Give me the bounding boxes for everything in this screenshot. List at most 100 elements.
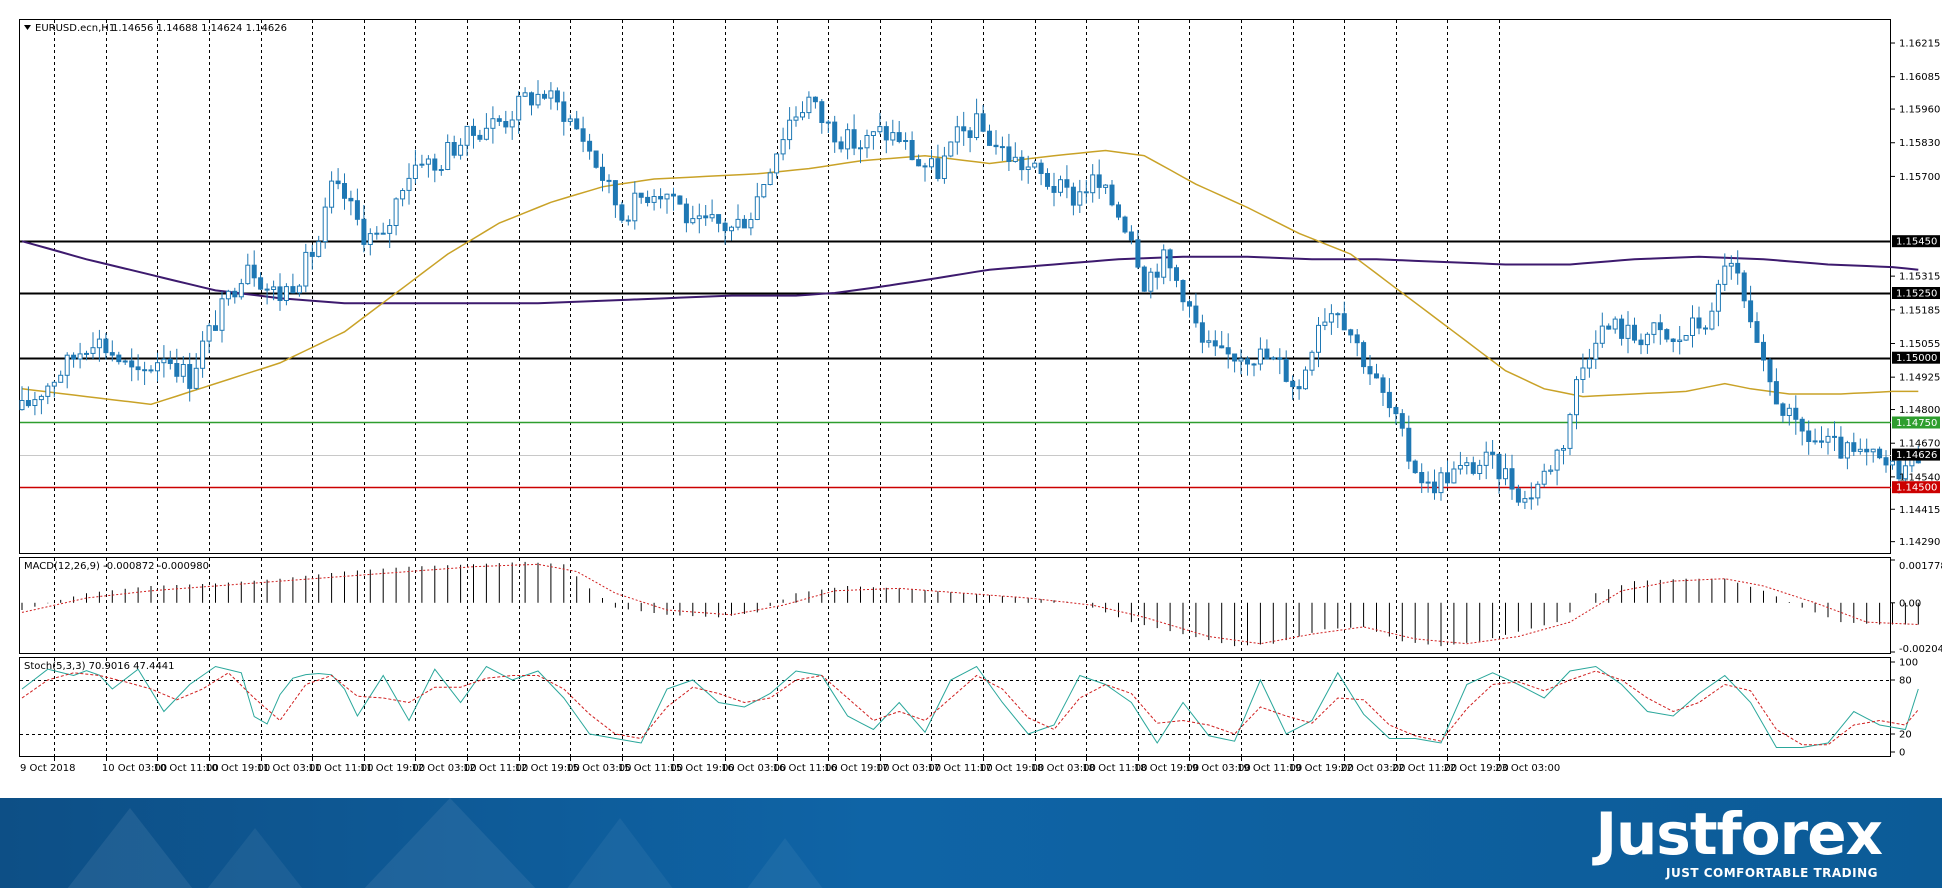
candle-bull [806,96,812,114]
time-tick-label: 11 Oct 19:00 [360,763,425,774]
candle-bear [1399,413,1405,429]
candle-bull [193,367,199,389]
candle-bear [1515,488,1521,503]
current-price-tag-label: 1.14626 [1896,450,1937,461]
candle-bull [877,126,883,133]
candle-bear [1496,453,1502,480]
chart-area: 1.16215 1.16085 1.15960 1.15830 1.15700 1.153… [19,19,1942,774]
candle-bear [1199,322,1205,343]
candle-bull [1303,369,1308,390]
candle-bull [1580,367,1586,380]
candle-bear [1361,342,1367,368]
banner-decor [360,798,540,888]
candle-bear [142,369,148,372]
candle-bull [225,290,231,300]
candle-bear [683,203,689,224]
candle-bull [1567,414,1573,449]
candle-bear [1006,146,1012,162]
time-tick-label: 19 Oct 19:00 [1289,763,1354,774]
stoch-title: Stoch(5,3,3) 70.9016 47.4441 [24,661,175,672]
collapse-triangle-icon[interactable] [24,25,31,30]
time-tick-label: 16 Oct 03:00 [721,763,786,774]
candle-bear [213,325,218,331]
brand-logo[interactable]: Justforex JUST COMFORTABLE TRADING [1552,798,1883,888]
candle-bull [245,264,251,285]
macd-tick-label: -0.002043 [1899,644,1942,655]
candle-bull [1677,339,1683,343]
candle-bull [90,347,96,354]
candle-bear [1445,472,1450,484]
candle-bear [1877,448,1883,459]
candle-bull [1251,363,1257,366]
candle-bull [51,381,57,387]
macd-signal-line [21,563,1919,645]
candle-bull [522,92,528,97]
candle-bear [1799,418,1805,432]
candle-bull [954,126,960,143]
candle-bear [1864,448,1870,453]
candle-bull [316,241,322,257]
price-level-tag [1892,235,1940,248]
candle-bull [664,193,670,200]
candle-bear [916,159,922,167]
candle-bear [1283,358,1289,382]
candle-bear [1277,357,1283,360]
candle-bull [1728,262,1734,267]
candles [19,80,1921,510]
candle-bear [1367,366,1373,375]
candle-bear [1619,318,1625,339]
stoch-tick-label: 0 [1899,748,1905,759]
candle-bear [722,222,728,232]
candle-bear [819,101,825,123]
ohlc-values: 1.14656 1.14688 1.14624 1.14626 [112,23,287,34]
macd-tick-label: 0.00 [1899,598,1921,609]
time-tick-label: 18 Oct 03:00 [1031,763,1096,774]
candle-bull [393,198,399,226]
candle-bull [870,131,876,136]
price-axis: 1.16215 1.16085 1.15960 1.15830 1.15700 1.153… [1891,39,1940,548]
price-level-tag [1892,416,1940,429]
candle-bull [58,374,64,383]
ma-slow-line [21,240,1919,305]
candle-bear [1819,440,1824,443]
candle-bear [619,204,625,221]
candle-bull [1574,379,1579,416]
candle-bull [825,121,831,124]
candle-bear [1341,313,1347,331]
candle-bull [735,218,741,228]
stoch-panel-frame [19,657,1891,757]
candle-bear [1767,359,1773,383]
candle-bear [1135,239,1141,268]
price-tick-label: 1.16085 [1899,72,1940,83]
candle-bear [1116,204,1121,218]
candle-bull [412,164,418,179]
candle-bull [1857,448,1863,452]
candle-bear [1109,184,1115,206]
candle-bear [477,134,483,140]
candle-bull [1090,174,1096,194]
candle-bull [767,172,773,185]
candle-bear [561,101,567,122]
stoch-tick-label: 20 [1899,730,1912,741]
candle-bull [903,140,909,142]
candle-bear [741,218,747,229]
candle-bear [1096,174,1102,188]
time-tick-label: 22 Oct 03:00 [1340,763,1405,774]
candle-bear [348,197,354,202]
banner-decor [60,808,200,888]
time-tick-label: 15 Oct 11:00 [618,763,683,774]
time-tick-label: 11 Oct 03:00 [257,763,322,774]
candle-bull [1644,333,1650,346]
time-tick-label: 19 Oct 03:00 [1186,763,1251,774]
candle-bull [1844,442,1850,459]
candle-bull [535,93,541,106]
candle-bull [238,283,244,298]
candle-bull [96,338,102,349]
candle-bear [1670,338,1676,343]
candle-bear [1335,313,1341,316]
candle-bull [516,95,522,121]
candle-bear [999,146,1005,149]
candle-bull [1902,465,1908,480]
candle-bull [780,139,786,155]
